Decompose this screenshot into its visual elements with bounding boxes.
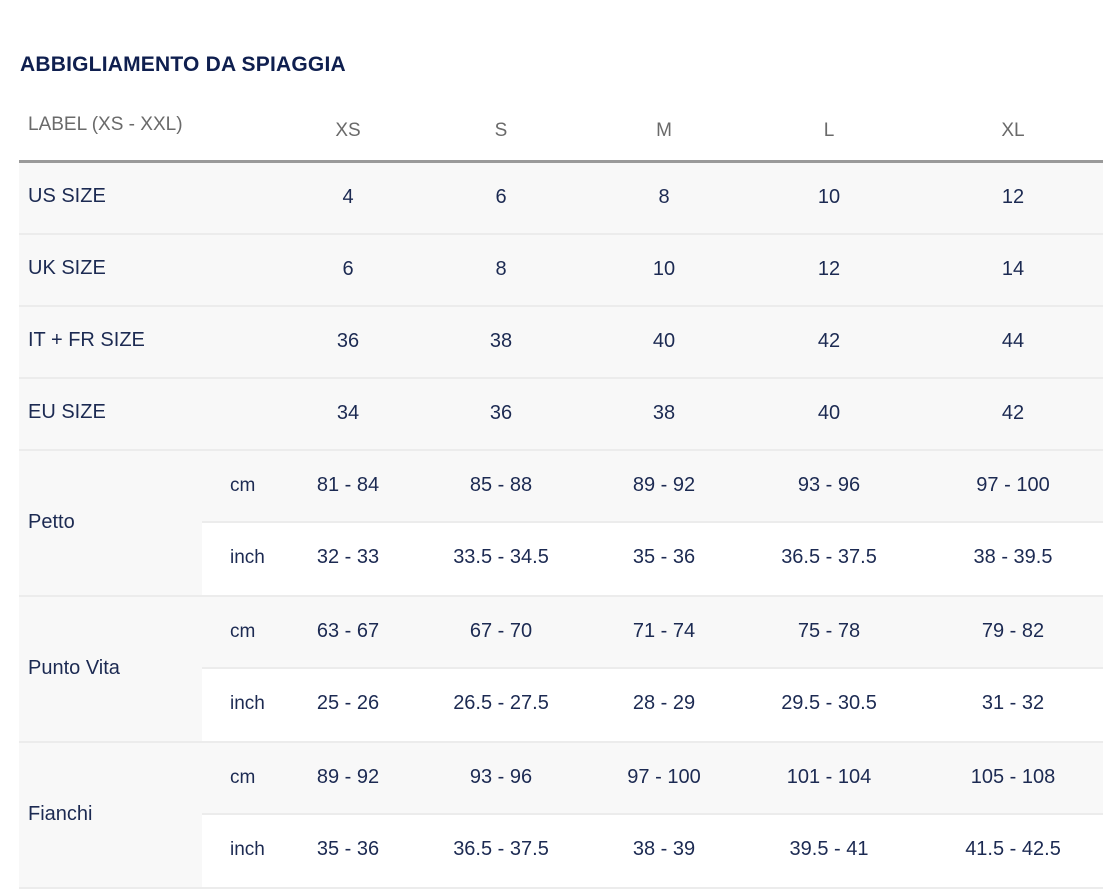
table-cell: 4 xyxy=(342,186,354,208)
unit-label: inch xyxy=(230,839,265,860)
table-row-inch: inch 25 - 26 26.5 - 27.5 28 - 29 29.5 - … xyxy=(202,669,1103,739)
table-cell: 38 xyxy=(652,402,676,424)
table-cell: 93 - 96 xyxy=(797,474,861,496)
table-cell: 26.5 - 27.5 xyxy=(453,692,549,714)
table-row-cm: cm 63 - 67 67 - 70 71 - 74 75 - 78 79 - … xyxy=(202,597,1103,669)
table-row-it-fr-size: IT + FR SIZE 36 38 40 42 44 xyxy=(19,307,1103,379)
table-cell: 93 - 96 xyxy=(469,766,533,788)
unit-label: cm xyxy=(230,767,256,788)
page-title: ABBIGLIAMENTO DA SPIAGGIA xyxy=(20,53,346,76)
unit-label: inch xyxy=(230,547,265,568)
group-label-cell: Petto xyxy=(19,451,202,595)
table-cell: 12 xyxy=(817,258,841,280)
group-label-cell: Fianchi xyxy=(19,743,202,887)
table-cell: 89 - 92 xyxy=(316,766,380,788)
table-cell: 36 xyxy=(336,330,360,352)
measure-group-fianchi: Fianchi cm 89 - 92 93 - 96 97 - 100 101 … xyxy=(19,743,1103,889)
table-cell: 44 xyxy=(1001,330,1025,352)
table-cell: 12 xyxy=(1001,186,1025,208)
unit-label: inch xyxy=(230,693,265,714)
table-row-eu-size: EU SIZE 34 36 38 40 42 xyxy=(19,379,1103,451)
header-size-xl: XL xyxy=(1001,120,1025,141)
group-label: Petto xyxy=(28,511,75,533)
row-label: IT + FR SIZE xyxy=(28,329,145,351)
table-cell: 67 - 70 xyxy=(469,620,533,642)
table-cell: 63 - 67 xyxy=(316,620,380,642)
table-cell: 105 - 108 xyxy=(970,766,1056,788)
table-cell: 75 - 78 xyxy=(797,620,861,642)
measure-group-punto-vita: Punto Vita cm 63 - 67 67 - 70 71 - 74 75… xyxy=(19,597,1103,743)
table-cell: 39.5 - 41 xyxy=(789,838,869,860)
header-size-m: M xyxy=(656,120,672,141)
table-cell: 97 - 100 xyxy=(627,766,701,788)
table-cell: 101 - 104 xyxy=(786,766,872,788)
table-cell: 89 - 92 xyxy=(632,474,696,496)
table-cell: 40 xyxy=(817,402,841,424)
table-cell: 42 xyxy=(1001,402,1025,424)
table-cell: 42 xyxy=(817,330,841,352)
table-cell: 35 - 36 xyxy=(632,546,696,568)
group-label: Punto Vita xyxy=(28,657,120,679)
row-label: EU SIZE xyxy=(28,401,106,423)
table-cell: 10 xyxy=(817,186,841,208)
table-cell: 81 - 84 xyxy=(316,474,380,496)
row-label: UK SIZE xyxy=(28,257,106,279)
table-cell: 35 - 36 xyxy=(316,838,380,860)
table-row-us-size: US SIZE 4 6 8 10 12 xyxy=(19,163,1103,235)
table-cell: 33.5 - 34.5 xyxy=(453,546,549,568)
table-row-cm: cm 89 - 92 93 - 96 97 - 100 101 - 104 10… xyxy=(202,743,1103,815)
measure-group-petto: Petto cm 81 - 84 85 - 88 89 - 92 93 - 96… xyxy=(19,451,1103,597)
table-cell: 34 xyxy=(336,402,360,424)
group-label: Fianchi xyxy=(28,803,93,825)
table-cell: 36.5 - 37.5 xyxy=(781,546,877,568)
table-cell: 38 - 39.5 xyxy=(973,546,1053,568)
group-label-cell: Punto Vita xyxy=(19,597,202,741)
table-header: LABEL (XS - XXL) XS S M L XL xyxy=(19,96,1103,163)
table-cell: 6 xyxy=(495,186,507,208)
table-cell: 40 xyxy=(652,330,676,352)
table-cell: 32 - 33 xyxy=(316,546,380,568)
table-cell: 25 - 26 xyxy=(316,692,380,714)
table-row-inch: inch 32 - 33 33.5 - 34.5 35 - 36 36.5 - … xyxy=(202,523,1103,593)
table-cell: 36 xyxy=(489,402,513,424)
unit-label: cm xyxy=(230,621,256,642)
table-cell: 38 - 39 xyxy=(632,838,696,860)
table-cell: 14 xyxy=(1001,258,1025,280)
table-cell: 29.5 - 30.5 xyxy=(781,692,877,714)
table-cell: 36.5 - 37.5 xyxy=(453,838,549,860)
unit-label: cm xyxy=(230,475,256,496)
size-table: LABEL (XS - XXL) XS S M L XL US SIZE 4 6… xyxy=(19,96,1103,889)
table-cell: 8 xyxy=(658,186,670,208)
table-cell: 41.5 - 42.5 xyxy=(965,838,1061,860)
table-cell: 85 - 88 xyxy=(469,474,533,496)
table-cell: 71 - 74 xyxy=(632,620,696,642)
header-size-l: L xyxy=(823,120,835,141)
row-label: US SIZE xyxy=(28,185,106,207)
table-cell: 6 xyxy=(342,258,354,280)
table-cell: 97 - 100 xyxy=(976,474,1050,496)
table-row-uk-size: UK SIZE 6 8 10 12 14 xyxy=(19,235,1103,307)
table-cell: 38 xyxy=(489,330,513,352)
table-row-inch: inch 35 - 36 36.5 - 37.5 38 - 39 39.5 - … xyxy=(202,815,1103,885)
header-size-xs: XS xyxy=(335,120,361,141)
table-cell: 79 - 82 xyxy=(981,620,1045,642)
table-cell: 8 xyxy=(495,258,507,280)
table-cell: 10 xyxy=(652,258,676,280)
table-cell: 28 - 29 xyxy=(632,692,696,714)
header-size-s: S xyxy=(494,120,508,141)
table-row-cm: cm 81 - 84 85 - 88 89 - 92 93 - 96 97 - … xyxy=(202,451,1103,523)
header-label: LABEL (XS - XXL) xyxy=(28,114,183,135)
table-cell: 31 - 32 xyxy=(981,692,1045,714)
